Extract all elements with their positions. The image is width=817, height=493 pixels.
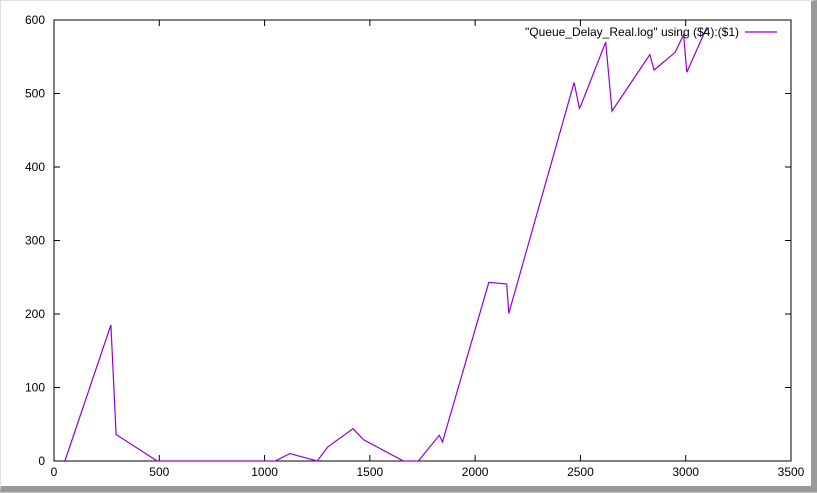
y-tick-label: 400 <box>25 160 45 174</box>
x-tick-label: 0 <box>51 465 58 479</box>
x-tick-label: 1500 <box>357 465 384 479</box>
y-tick-label: 200 <box>25 307 45 321</box>
y-tick-label: 500 <box>25 87 45 101</box>
x-tick-label: 2000 <box>462 465 489 479</box>
series-line <box>64 27 708 462</box>
legend-label: "Queue_Delay_Real.log" using ($4):($1) <box>525 25 739 39</box>
y-tick-label: 0 <box>38 454 45 468</box>
x-tick-label: 3000 <box>672 465 699 479</box>
x-tick-label: 500 <box>149 465 169 479</box>
x-tick-label: 3500 <box>778 465 805 479</box>
plot-frame <box>53 19 792 462</box>
y-tick-label: 600 <box>25 13 45 27</box>
y-tick-label: 300 <box>25 234 45 248</box>
x-tick-label: 1000 <box>251 465 278 479</box>
y-tick-label: 100 <box>25 381 45 395</box>
x-tick-label: 2500 <box>567 465 594 479</box>
